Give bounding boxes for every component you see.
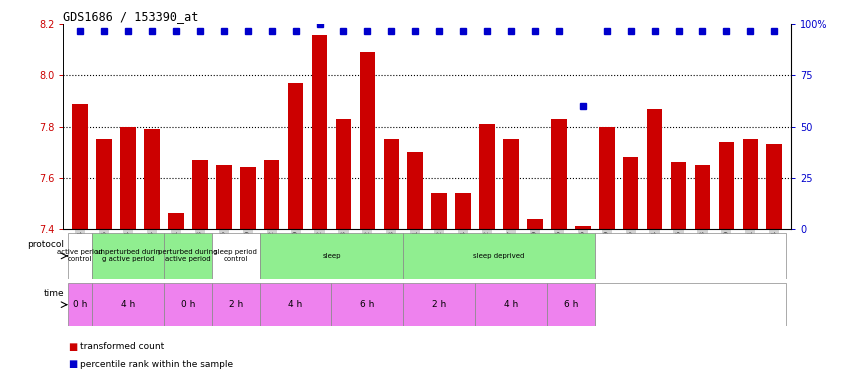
Text: sleep: sleep — [322, 253, 341, 259]
Bar — [595, 232, 786, 279]
Bar — [69, 283, 92, 326]
Text: time: time — [44, 290, 64, 298]
Bar — [69, 232, 92, 279]
Text: active period
control: active period control — [58, 249, 103, 262]
Bar — [260, 283, 332, 326]
Text: 6 h: 6 h — [563, 300, 578, 309]
Text: 2 h: 2 h — [432, 300, 447, 309]
Bar — [623, 157, 639, 229]
Text: ■: ■ — [68, 360, 77, 369]
Bar — [766, 144, 782, 229]
Text: sleep deprived: sleep deprived — [474, 253, 525, 259]
Bar — [240, 168, 255, 229]
Bar — [192, 160, 207, 229]
Bar — [718, 142, 734, 229]
Bar — [212, 232, 260, 279]
Text: transformed count: transformed count — [80, 342, 165, 351]
Bar — [480, 124, 495, 229]
Text: perturbed during
active period: perturbed during active period — [158, 249, 217, 262]
Bar — [288, 83, 304, 229]
Bar — [96, 140, 112, 229]
Bar — [216, 165, 232, 229]
Text: 4 h: 4 h — [121, 300, 135, 309]
Bar — [332, 283, 404, 326]
Text: protocol: protocol — [27, 240, 64, 249]
Text: GDS1686 / 153390_at: GDS1686 / 153390_at — [63, 10, 199, 23]
Text: ■: ■ — [68, 342, 77, 352]
Text: percentile rank within the sample: percentile rank within the sample — [80, 360, 233, 369]
Bar — [312, 34, 327, 229]
Text: 4 h: 4 h — [288, 300, 303, 309]
Bar — [547, 283, 595, 326]
Bar — [260, 232, 404, 279]
Bar — [455, 193, 471, 229]
Bar — [144, 129, 160, 229]
Text: 4 h: 4 h — [504, 300, 518, 309]
Bar — [527, 219, 542, 229]
Text: sleep period
control: sleep period control — [214, 249, 257, 262]
Bar — [264, 160, 279, 229]
Bar — [164, 232, 212, 279]
Bar — [383, 140, 399, 229]
Bar — [73, 104, 88, 229]
Bar — [408, 152, 423, 229]
Text: unperturbed durin
g active period: unperturbed durin g active period — [96, 249, 160, 262]
Bar — [92, 283, 164, 326]
Bar — [431, 193, 447, 229]
Bar — [168, 213, 184, 229]
Bar — [120, 127, 136, 229]
Bar — [475, 283, 547, 326]
Bar — [671, 162, 686, 229]
Bar — [595, 283, 786, 326]
Bar — [404, 232, 595, 279]
Bar — [92, 232, 164, 279]
Bar — [503, 140, 519, 229]
Bar — [336, 119, 351, 229]
Bar — [695, 165, 711, 229]
Bar — [551, 119, 567, 229]
Text: 0 h: 0 h — [73, 300, 87, 309]
Bar — [575, 226, 591, 229]
Bar — [360, 53, 375, 229]
Bar — [164, 283, 212, 326]
Bar — [212, 283, 260, 326]
Bar — [647, 109, 662, 229]
Bar — [599, 127, 614, 229]
Text: 2 h: 2 h — [228, 300, 243, 309]
Bar — [743, 140, 758, 229]
Text: 0 h: 0 h — [181, 300, 195, 309]
Text: 6 h: 6 h — [360, 300, 375, 309]
Bar — [404, 283, 475, 326]
